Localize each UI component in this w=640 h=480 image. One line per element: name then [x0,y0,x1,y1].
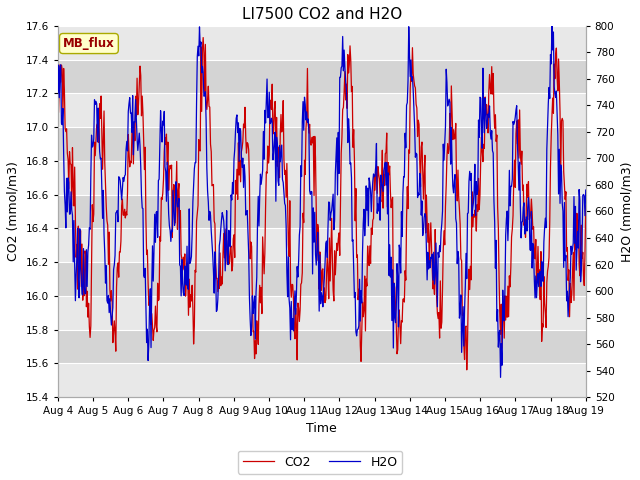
CO2 [63,150,71,156]
H2O [548,23,556,29]
Y-axis label: H2O (mmol/m3): H2O (mmol/m3) [620,161,633,262]
H2O [54,90,61,96]
Bar [58,161,586,194]
Bar [58,296,586,330]
Bar [58,228,586,262]
Bar [58,26,586,60]
Bar [58,127,586,161]
Line: H2O: H2O [58,26,586,377]
H2O [199,70,207,75]
Line: CO2: CO2 [58,37,586,370]
CO2 [200,50,208,56]
CO2 [199,35,207,40]
CO2 [172,220,179,226]
H2O [386,242,394,248]
X-axis label: Time: Time [307,421,337,435]
Y-axis label: CO2 (mmol/m3): CO2 (mmol/m3) [7,162,20,262]
Legend: CO2, H2O: CO2, H2O [237,451,403,474]
Bar [58,330,586,363]
CO2 [582,203,589,209]
CO2 [118,203,125,208]
H2O [401,131,409,136]
Bar [58,194,586,228]
Text: MB_flux: MB_flux [63,37,115,50]
Bar [58,60,586,94]
H2O [172,215,179,221]
Bar [58,262,586,296]
Bar [58,363,586,397]
H2O [118,197,125,203]
CO2 [463,367,470,372]
CO2 [54,88,61,94]
H2O [582,187,589,193]
CO2 [387,189,394,195]
Bar [58,94,586,127]
H2O [63,209,71,215]
Title: LI7500 CO2 and H2O: LI7500 CO2 and H2O [242,7,402,22]
CO2 [402,277,410,283]
H2O [497,374,504,380]
